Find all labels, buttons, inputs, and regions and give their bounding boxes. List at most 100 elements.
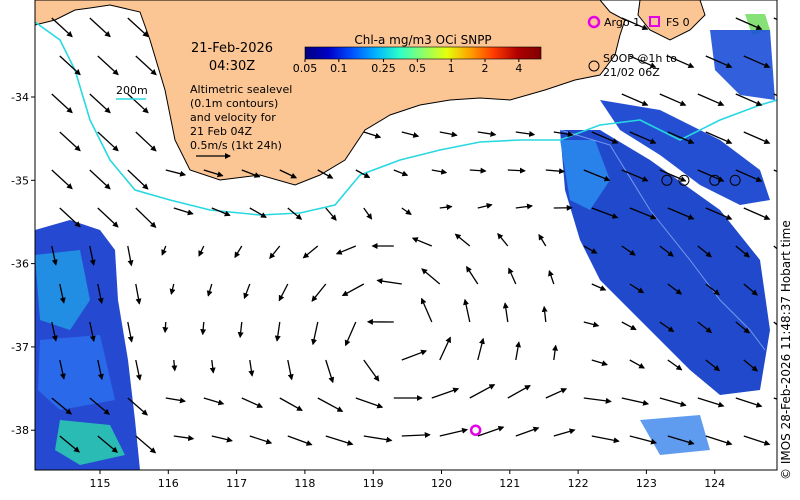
fs-legend-label: FS 0 bbox=[666, 16, 690, 29]
velocity-arrow bbox=[591, 283, 607, 291]
velocity-arrow bbox=[545, 168, 566, 175]
velocity-arrow bbox=[621, 17, 649, 30]
velocity-arrow bbox=[203, 169, 224, 178]
velocity-arrow bbox=[705, 55, 733, 68]
velocity-arrow bbox=[553, 428, 576, 437]
velocity-arrow bbox=[211, 207, 231, 217]
velocity-arrow bbox=[376, 278, 402, 285]
velocity-arrow bbox=[51, 17, 73, 38]
chl-patch-ne bbox=[710, 30, 775, 100]
velocity-arrow bbox=[363, 131, 382, 139]
lon-tick-label: 119 bbox=[363, 477, 384, 490]
lon-tick-label: 120 bbox=[431, 477, 452, 490]
velocity-arrow bbox=[411, 237, 433, 247]
velocity-arrow bbox=[782, 56, 800, 67]
velocity-arrow bbox=[135, 283, 142, 305]
plot-area bbox=[35, 0, 800, 470]
velocity-arrow bbox=[209, 359, 216, 374]
description-block: Altimetric sealevel (0.1m contours) and … bbox=[190, 83, 292, 159]
velocity-arrow bbox=[697, 93, 725, 106]
description-line-2: (0.1m contours) bbox=[190, 97, 278, 110]
velocity-arrow bbox=[325, 207, 337, 221]
velocity-arrow bbox=[502, 302, 509, 323]
argo-float-marker[interactable] bbox=[469, 424, 482, 436]
lat-tick-label: -37 bbox=[11, 341, 29, 354]
velocity-arrow bbox=[279, 397, 303, 412]
velocity-arrow bbox=[161, 245, 167, 256]
velocity-arrow bbox=[169, 283, 176, 295]
velocity-arrow bbox=[59, 435, 80, 453]
velocity-arrow bbox=[311, 283, 327, 302]
contour-label: 200m bbox=[116, 84, 148, 97]
colorbar-tick-label: 4 bbox=[515, 62, 522, 75]
soop-marker bbox=[709, 174, 721, 186]
colorbar-title: Chl-a mg/m3 OCi SNPP bbox=[354, 33, 491, 47]
velocity-arrow bbox=[541, 305, 548, 323]
velocity-arrow bbox=[127, 93, 149, 114]
velocity-arrow bbox=[211, 435, 233, 443]
velocity-arrow bbox=[538, 233, 547, 247]
velocity-arrow bbox=[439, 204, 453, 211]
velocity-arrow bbox=[248, 359, 255, 377]
velocity-arrow bbox=[431, 168, 448, 175]
velocity-arrow bbox=[51, 93, 73, 114]
plot-frame bbox=[34, 0, 778, 471]
lon-tick-label: 121 bbox=[499, 477, 520, 490]
lat-tick-label: -36 bbox=[11, 258, 29, 271]
velocity-arrow bbox=[743, 55, 771, 68]
velocity-arrow bbox=[173, 435, 195, 441]
velocity-arrow bbox=[667, 207, 695, 220]
soop-legend-label-1: SOOP @1h to bbox=[603, 52, 677, 65]
velocity-arrow bbox=[477, 202, 493, 209]
velocity-arrow bbox=[497, 232, 509, 247]
velocity-arrow bbox=[302, 245, 319, 259]
velocity-arrow bbox=[135, 359, 142, 381]
lat-tick-label: -35 bbox=[11, 174, 29, 187]
velocity-arrow bbox=[97, 435, 119, 453]
velocity-arrow bbox=[545, 388, 568, 399]
chl-patch-west-green bbox=[55, 420, 125, 465]
velocity-arrow bbox=[508, 267, 517, 285]
velocity-arrow bbox=[773, 321, 777, 326]
velocity-arrow bbox=[477, 425, 505, 437]
velocity-arrow bbox=[203, 397, 225, 406]
land-mass-east bbox=[637, 0, 706, 41]
velocity-arrow bbox=[325, 359, 335, 384]
velocity-arrow bbox=[439, 336, 451, 361]
argo-legend-label: Argo 1 bbox=[604, 16, 640, 29]
chl-patch-west-mid bbox=[38, 335, 115, 410]
velocity-arrow bbox=[743, 283, 758, 296]
lon-tick-label: 116 bbox=[158, 477, 179, 490]
velocity-arrow bbox=[401, 207, 412, 215]
velocity-arrow bbox=[659, 321, 675, 333]
velocity-arrow bbox=[162, 321, 169, 334]
velocity-arrow bbox=[401, 349, 428, 361]
velocity-arrow bbox=[341, 283, 365, 297]
velocity-arrow bbox=[583, 397, 612, 404]
velocity-arrow bbox=[477, 130, 497, 137]
velocity-arrow bbox=[89, 93, 111, 114]
velocity-arrow bbox=[782, 132, 800, 143]
colorbar-tick-label: 1 bbox=[448, 62, 455, 75]
velocity-arrow bbox=[311, 321, 319, 346]
lat-tick-label: -38 bbox=[11, 424, 29, 437]
velocity-arrow bbox=[454, 233, 471, 247]
description-line-5: 0.5m/s (1kt 24h) bbox=[190, 139, 282, 152]
lon-tick-label: 123 bbox=[636, 477, 657, 490]
velocity-arrow bbox=[200, 321, 207, 336]
fs-legend-icon bbox=[649, 16, 660, 27]
colorbar-ticks: 0.05 0.1 0.25 0.5 1 2 4 bbox=[293, 59, 522, 75]
velocity-arrow bbox=[667, 283, 683, 295]
chl-patch-east-upper bbox=[600, 100, 770, 205]
velocity-arrow bbox=[773, 93, 777, 97]
velocity-arrow bbox=[355, 397, 384, 409]
velocity-arrow bbox=[249, 435, 273, 445]
velocity-arrow bbox=[127, 169, 149, 190]
colorbar-tick-label: 0.25 bbox=[371, 62, 396, 75]
velocity-arrow bbox=[401, 431, 431, 438]
velocity-arrow bbox=[135, 207, 157, 229]
velocity-arrow bbox=[363, 207, 373, 220]
velocity-arrow bbox=[287, 359, 294, 381]
velocity-arrow bbox=[553, 131, 574, 138]
velocity-arrow bbox=[659, 245, 674, 257]
